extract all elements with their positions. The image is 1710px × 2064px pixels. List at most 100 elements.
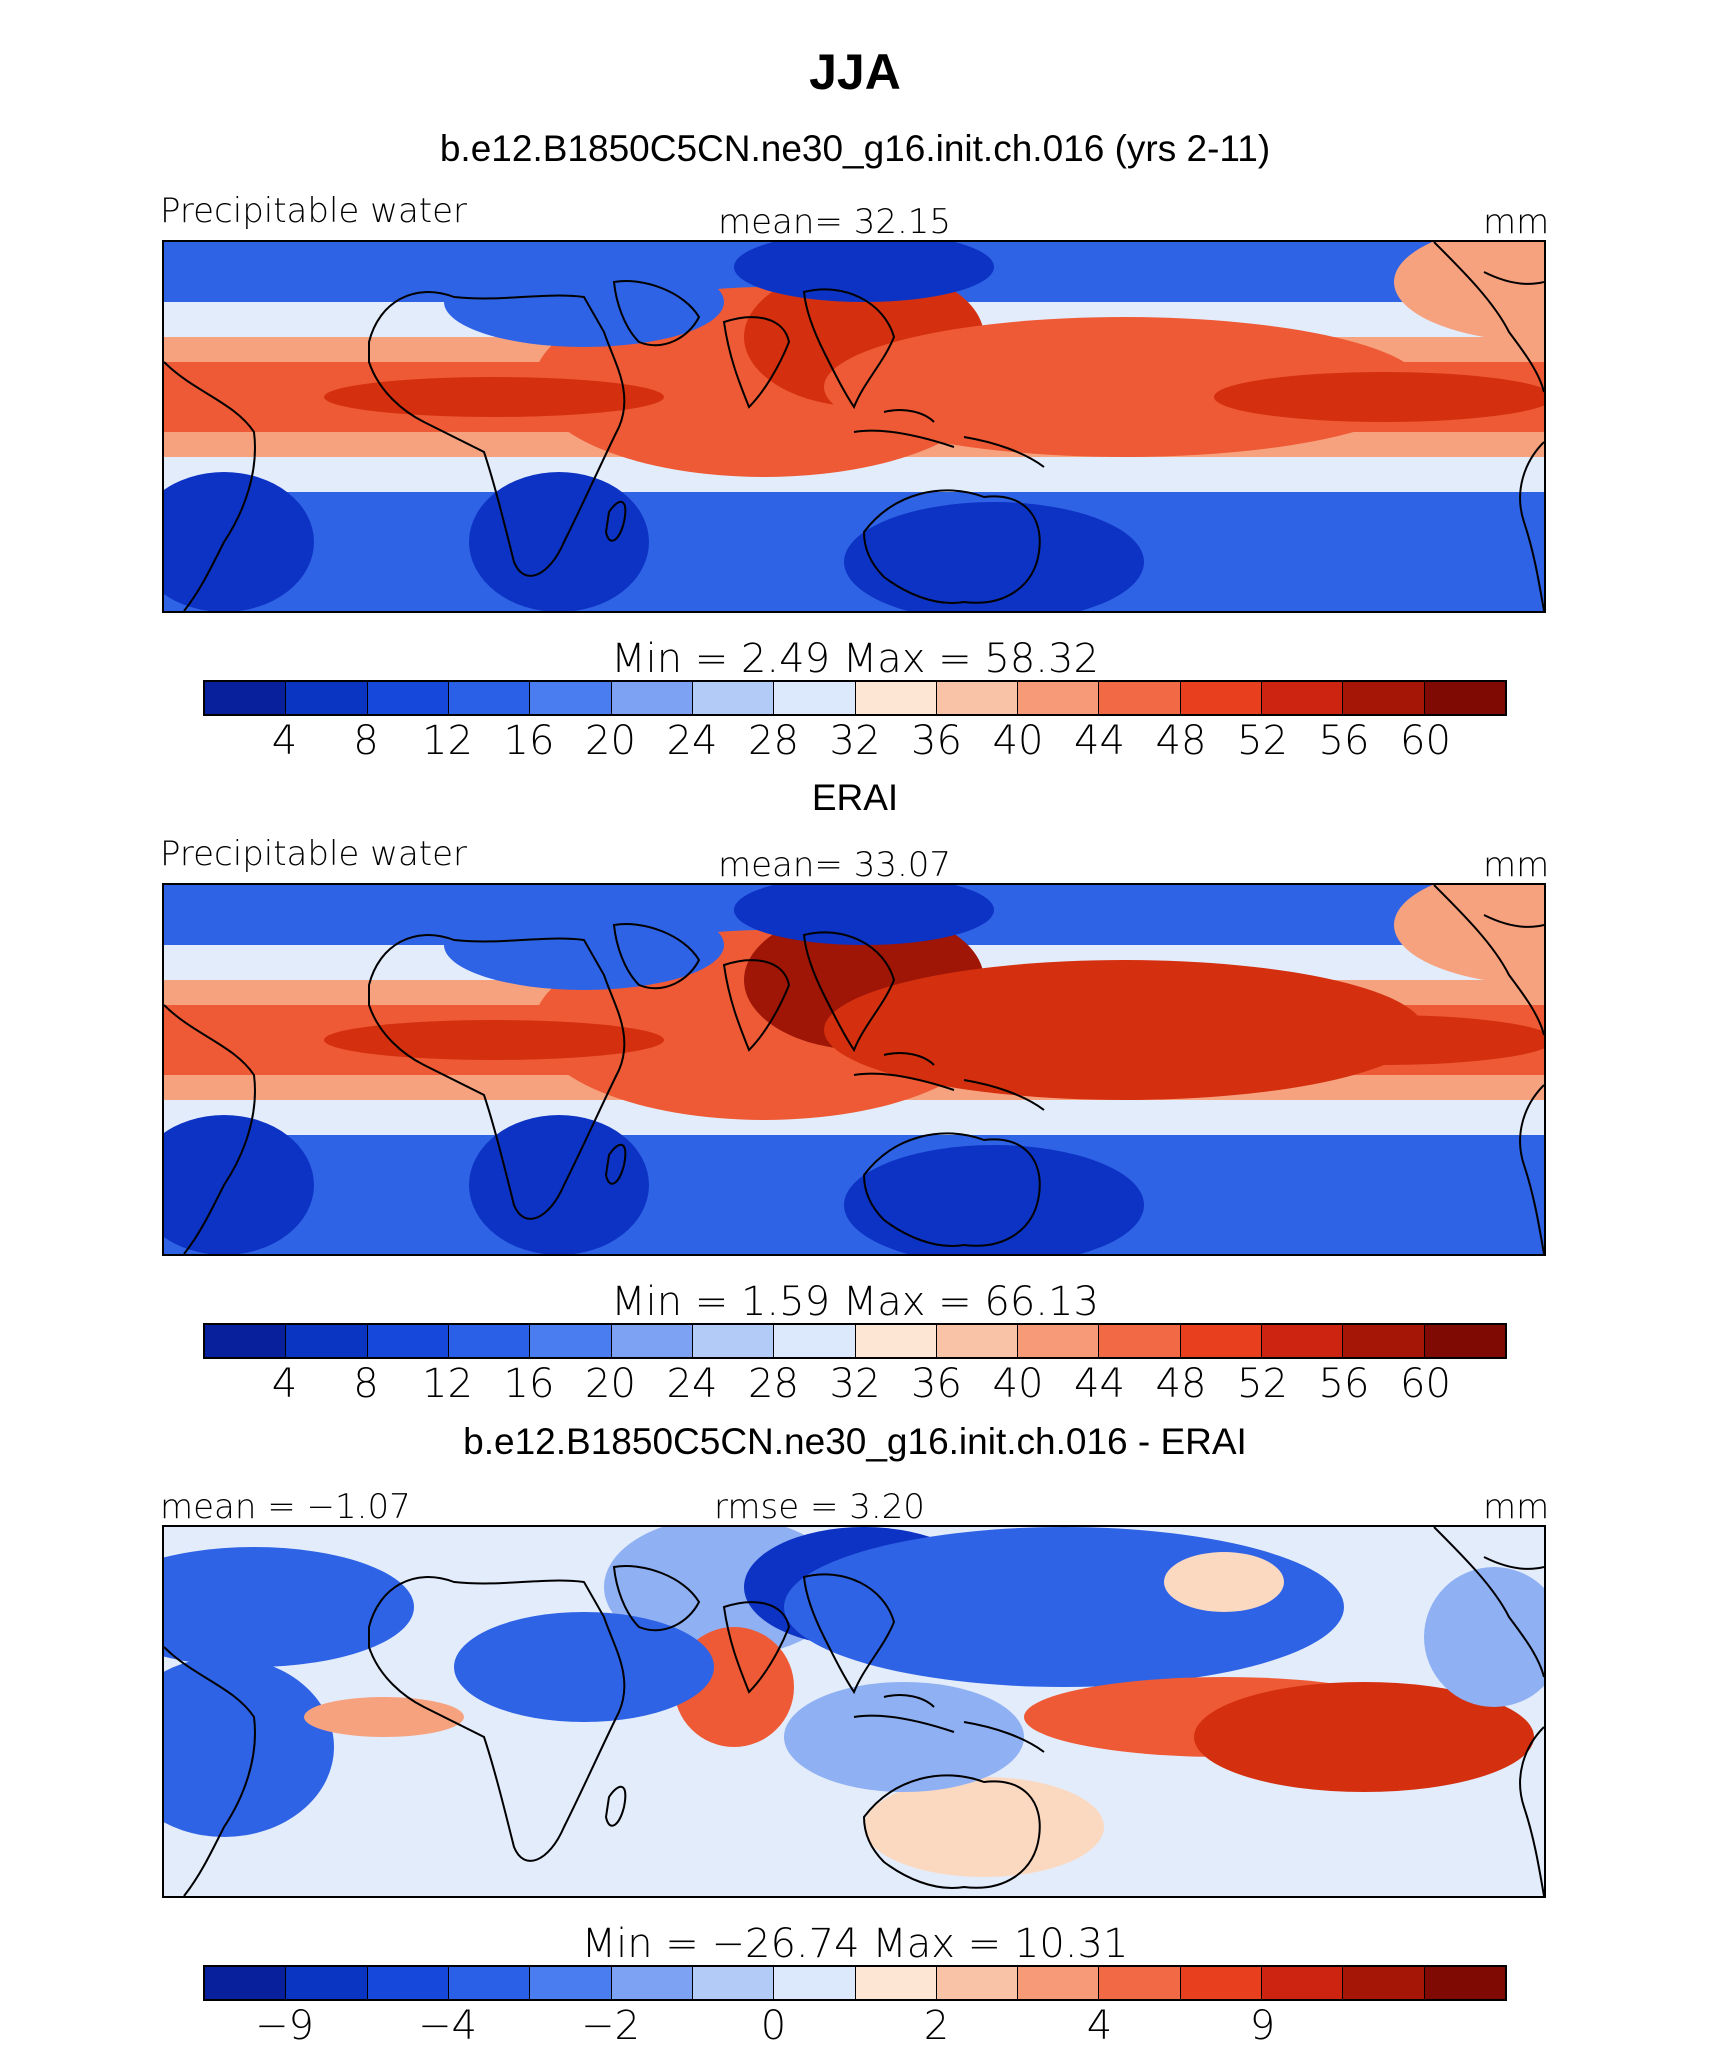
india-outline <box>722 1601 791 1694</box>
panel-2-colorbar <box>203 1323 1507 1359</box>
colorbar-swatch <box>1424 682 1505 714</box>
field-southern-africa-dry <box>469 1115 649 1254</box>
panel-2-map <box>162 883 1546 1256</box>
colorbar-tick-label: 36 <box>911 1361 962 1407</box>
colorbar-swatch <box>367 1967 449 1999</box>
panel-3-mean-label: mean = −1.07 <box>160 1487 411 1527</box>
madagascar-outline <box>604 1785 627 1827</box>
model-field-map <box>164 242 1544 611</box>
panel-1-min-max: Min = 2.49 Max = 58.32 <box>611 636 1099 682</box>
colorbar-tick-label: 4 <box>1086 2003 1113 2049</box>
colorbar-swatch <box>774 682 856 714</box>
panel-3-tick-labels: −9 −4 −2 0 2 4 9 <box>0 2003 1710 2051</box>
south-america-west-outline <box>1519 441 1544 611</box>
colorbar-swatch <box>448 1325 531 1357</box>
panel-3-units-label: mm <box>1483 1487 1550 1527</box>
diff-tropical-atlantic <box>304 1697 464 1737</box>
colorbar-tick-label: 0 <box>760 2003 787 2049</box>
colorbar-tick-label: 16 <box>503 718 555 764</box>
panel-2-mean-label: mean= 33.07 <box>718 845 952 885</box>
panel-2-title: ERAI <box>811 777 899 818</box>
field-tibet-dry <box>734 885 994 945</box>
field-sahara-dry <box>444 257 724 347</box>
colorbar-tick-label: 60 <box>1400 718 1451 764</box>
colorbar-swatch <box>1018 682 1100 714</box>
colorbar-swatch <box>1099 682 1181 714</box>
colorbar-swatch <box>1262 1325 1344 1357</box>
colorbar-swatch <box>286 682 368 714</box>
colorbar-tick-label: 20 <box>585 1361 636 1407</box>
colorbar-tick-label: 8 <box>353 718 379 764</box>
south-america-east-outline <box>164 1004 256 1254</box>
colorbar-swatch <box>1343 1967 1425 1999</box>
colorbar-tick-label: 28 <box>748 1361 799 1407</box>
field-east-pacific-itcz <box>1214 1015 1544 1065</box>
central-america-outline <box>1433 885 1544 1036</box>
arabia-outline <box>612 280 701 347</box>
colorbar-tick-label: 16 <box>503 1361 555 1407</box>
colorbar-tick-label: 60 <box>1400 1361 1451 1407</box>
field-sahara-dry <box>444 900 724 990</box>
colorbar-tick-label: 4 <box>271 1361 298 1407</box>
colorbar-swatch <box>286 1325 368 1357</box>
south-america-east-outline <box>164 1646 256 1896</box>
field-australia-dry <box>844 1145 1144 1254</box>
colorbar-tick-label: 32 <box>829 1361 881 1407</box>
colorbar-swatch <box>205 1967 287 1999</box>
colorbar-tick-label: 44 <box>1074 718 1125 764</box>
colorbar-swatch <box>1262 1967 1344 1999</box>
colorbar-swatch <box>692 1967 775 1999</box>
madagascar-outline <box>604 1143 627 1185</box>
field-south-america-dry <box>164 1115 314 1254</box>
arabia-outline <box>612 923 701 990</box>
africa-outline <box>368 934 626 1220</box>
colorbar-tick-label: 28 <box>748 718 799 764</box>
colorbar-swatch <box>855 682 937 714</box>
panel-1-tick-labels: 4 8 12 16 20 24 28 32 36 40 44 48 52 56 60 <box>0 718 1710 766</box>
field-australia-dry <box>844 502 1144 611</box>
colorbar-swatch <box>1262 682 1344 714</box>
panel-3-min-max: Min = −26.74 Max = 10.31 <box>581 1921 1129 1967</box>
field-atlantic-itcz <box>324 377 664 417</box>
diff-pacific-warm-spot <box>1164 1552 1284 1612</box>
india-outline <box>722 959 791 1052</box>
colorbar-tick-label: 20 <box>585 718 636 764</box>
panel-1-variable-label: Precipitable water <box>160 191 468 231</box>
panel-1-colorbar <box>203 680 1507 716</box>
diff-north-pacific <box>784 1527 1344 1687</box>
colorbar-swatch <box>205 1325 287 1357</box>
diff-east-pacific-core <box>1194 1682 1534 1792</box>
panel-2-min-max: Min = 1.59 Max = 66.13 <box>611 1279 1099 1325</box>
colorbar-swatch <box>448 1967 531 1999</box>
colorbar-swatch <box>1099 1325 1181 1357</box>
colorbar-tick-label: 8 <box>353 1361 379 1407</box>
colorbar-swatch <box>1424 1325 1505 1357</box>
australia-outline <box>862 1774 1041 1889</box>
colorbar-tick-label: 32 <box>829 718 881 764</box>
difference-field-map <box>164 1527 1544 1896</box>
south-america-west-outline <box>1519 1084 1544 1254</box>
colorbar-swatch <box>1343 682 1425 714</box>
colorbar-swatch <box>611 682 693 714</box>
panel-3-map <box>162 1525 1546 1898</box>
colorbar-tick-label: 52 <box>1237 1361 1288 1407</box>
colorbar-swatch <box>936 1325 1019 1357</box>
colorbar-swatch <box>286 1967 368 1999</box>
coastlines <box>164 242 1544 611</box>
colorbar-swatch <box>1099 1967 1181 1999</box>
colorbar-swatch <box>692 682 775 714</box>
colorbar-tick-label: −4 <box>418 2003 477 2049</box>
colorbar-swatch <box>1018 1325 1100 1357</box>
colorbar-swatch <box>774 1325 856 1357</box>
colorbar-swatch <box>1180 682 1263 714</box>
diff-maritime-continent <box>784 1682 1024 1792</box>
coastlines <box>164 1527 1544 1896</box>
colorbar-swatch <box>1343 1325 1425 1357</box>
central-america-outline <box>1433 1527 1544 1678</box>
colorbar-tick-label: 40 <box>992 1361 1044 1407</box>
field-east-pacific-itcz <box>1214 372 1544 422</box>
panel-3-rmse-label: rmse = 3.20 <box>714 1487 925 1527</box>
colorbar-tick-label: 44 <box>1074 1361 1125 1407</box>
colorbar-tick-label: 52 <box>1237 718 1288 764</box>
field-south-america-dry <box>164 472 314 611</box>
